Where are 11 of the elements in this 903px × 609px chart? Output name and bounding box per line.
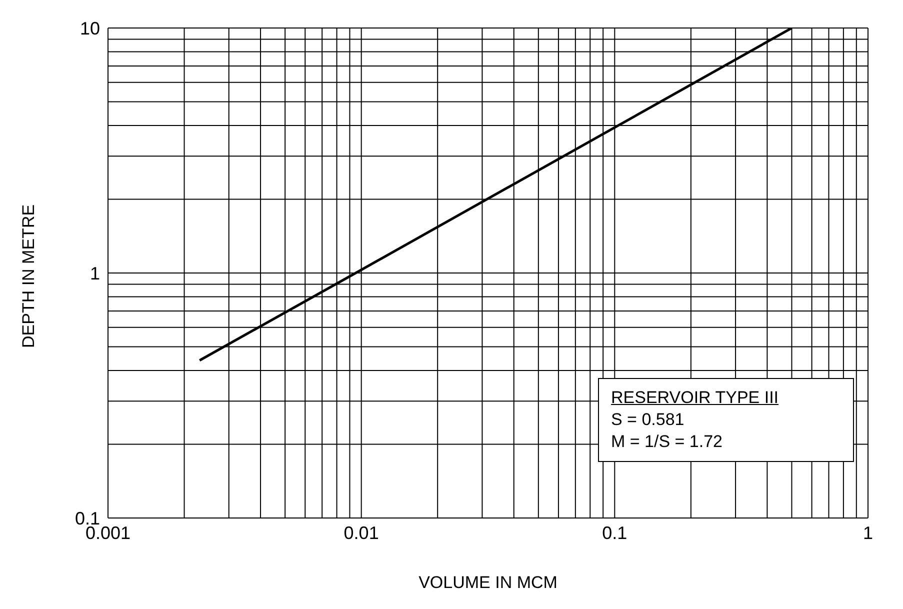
y-tick-label: 1 — [90, 263, 100, 284]
x-axis-title: VOLUME IN MCM — [418, 573, 558, 592]
annotation: RESERVOIR TYPE III — [611, 387, 780, 409]
annotation: M = 1/S = 1.72 — [611, 431, 724, 453]
x-tick-label: 1 — [862, 522, 874, 543]
x-tick-label: 0.1 — [602, 522, 628, 543]
note-box: RESERVOIR TYPE III S = 0.581 M = 1/S = 1.72 — [598, 378, 854, 462]
annotation: S = 0.581 — [611, 409, 686, 431]
x-tick-label: 0.01 — [344, 522, 379, 543]
y-tick-label: 10 — [80, 18, 100, 38]
y-axis-title: DEPTH IN METRE — [19, 204, 38, 348]
